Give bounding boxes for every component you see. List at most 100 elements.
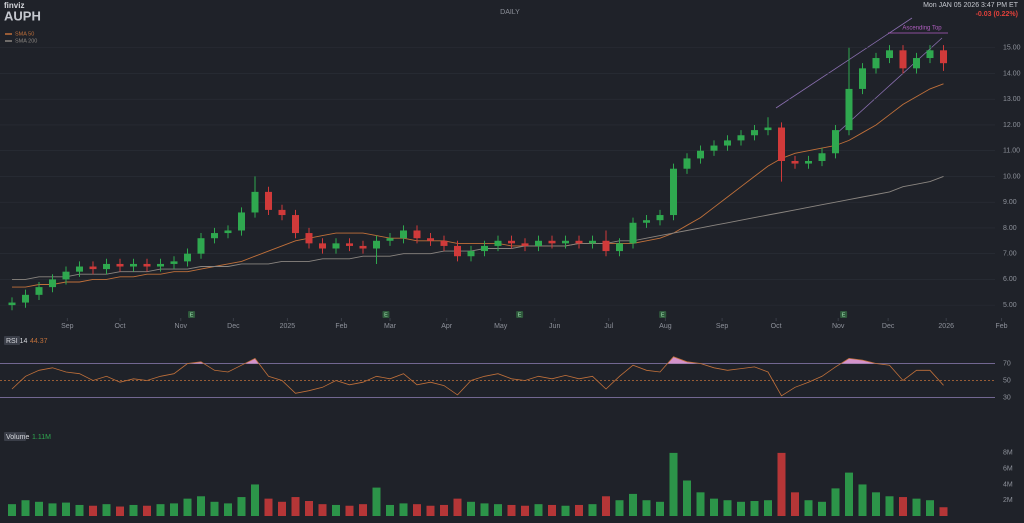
candle-body (683, 158, 691, 169)
candle-body (278, 209, 286, 216)
y-tick-label: 6M (1003, 466, 1013, 473)
x-tick-label: Nov (832, 323, 845, 330)
volume-bar (561, 505, 570, 516)
candle-body (791, 160, 799, 164)
candle-body (467, 251, 475, 257)
candle-body (292, 215, 299, 234)
volume-bar (912, 498, 921, 516)
x-tick-label: 2026 (938, 323, 954, 330)
volume-title: Volume (6, 434, 29, 441)
candle-body (481, 245, 488, 252)
candle-body (508, 240, 515, 244)
volume-bar (467, 501, 475, 516)
earnings-label: E (661, 312, 665, 318)
candle-body (710, 145, 718, 151)
volume-bar (818, 501, 826, 516)
y-tick-label: 9.00 (1003, 199, 1017, 206)
volume-bar (629, 493, 637, 516)
candle-body (386, 238, 394, 241)
volume-bar (588, 504, 597, 516)
volume-bar (332, 504, 340, 516)
volume-bar (156, 504, 165, 516)
panel-tag (4, 432, 26, 441)
volume-bar (548, 504, 556, 516)
moving-average (12, 175, 944, 280)
candle-body (845, 88, 853, 131)
volume-bar (804, 500, 813, 516)
panel-tag (4, 336, 20, 345)
candle-body (49, 279, 56, 288)
y-tick-label: 11.00 (1003, 148, 1020, 155)
rsi-line (11, 356, 944, 397)
candle-body (130, 263, 137, 267)
overbought-fill (12, 356, 944, 364)
x-tick-label: Jun (549, 323, 560, 330)
y-tick-label: 30 (1003, 394, 1011, 401)
volume-bar (386, 504, 394, 516)
candle-body (913, 58, 920, 69)
candle-body (899, 50, 907, 69)
volume-bar (399, 503, 408, 516)
candle-body (400, 230, 407, 239)
volume-bar (926, 500, 934, 516)
moving-average (12, 83, 944, 288)
candle-body (305, 233, 313, 244)
volume-bar (210, 501, 219, 516)
volume-bar (102, 504, 111, 516)
volume-bar (291, 497, 300, 516)
volume-bar (48, 503, 57, 516)
volume-bar (264, 498, 273, 516)
x-tick-label: Dec (227, 323, 240, 330)
volume-bar (278, 501, 286, 516)
x-tick-label: Apr (441, 323, 453, 330)
volume-value: 1.11M (32, 434, 51, 441)
volume-bar (534, 504, 543, 516)
x-tick-label: Mar (384, 323, 397, 330)
candle-body (859, 68, 866, 89)
earnings-marker (188, 311, 196, 318)
volume-bar (453, 498, 462, 516)
candle-body (697, 150, 704, 159)
candle-body (332, 243, 340, 249)
candle-body (737, 135, 745, 141)
candle-body (197, 238, 205, 254)
timeframe: DAILY (500, 9, 520, 16)
candle-body (886, 50, 893, 59)
legend-label: SMA 50 (15, 31, 34, 37)
x-tick-label: May (494, 323, 508, 330)
volume-bar (359, 504, 367, 516)
y-tick-label: 15.00 (1003, 45, 1021, 52)
x-tick-label: Feb (996, 323, 1008, 330)
candle-body (562, 240, 569, 244)
ticker: AUPH (4, 8, 41, 23)
candle-body (521, 243, 529, 246)
candle-body (103, 263, 110, 270)
x-tick-label: Sep (716, 323, 729, 330)
volume-bar (696, 492, 705, 516)
volume-bar (899, 497, 907, 516)
candle-body (940, 50, 947, 64)
candle-body (346, 243, 353, 246)
y-tick-label: 6.00 (1003, 276, 1017, 283)
candle-body (629, 222, 637, 244)
volume-bar (602, 496, 610, 516)
y-tick-label: 8M (1003, 450, 1013, 457)
candle-body (157, 263, 164, 267)
candle-body (35, 287, 43, 295)
datetime: Mon JAN 05 2026 3:47 PM ET (923, 2, 1019, 9)
candle-body (764, 127, 772, 131)
volume-bar (858, 484, 867, 516)
rsi-title: RSI 14 (6, 338, 28, 345)
y-tick-label: 5.00 (1003, 302, 1017, 309)
volume-bar (507, 504, 516, 516)
volume-bar (440, 504, 448, 516)
candle-body (751, 130, 758, 136)
y-tick-label: 50 (1003, 377, 1011, 384)
volume-bar (723, 500, 732, 516)
candle-body (116, 263, 124, 267)
volume-bar (710, 498, 718, 516)
candle-body (427, 238, 434, 241)
volume-bar (764, 500, 772, 516)
candle-body (440, 240, 448, 246)
